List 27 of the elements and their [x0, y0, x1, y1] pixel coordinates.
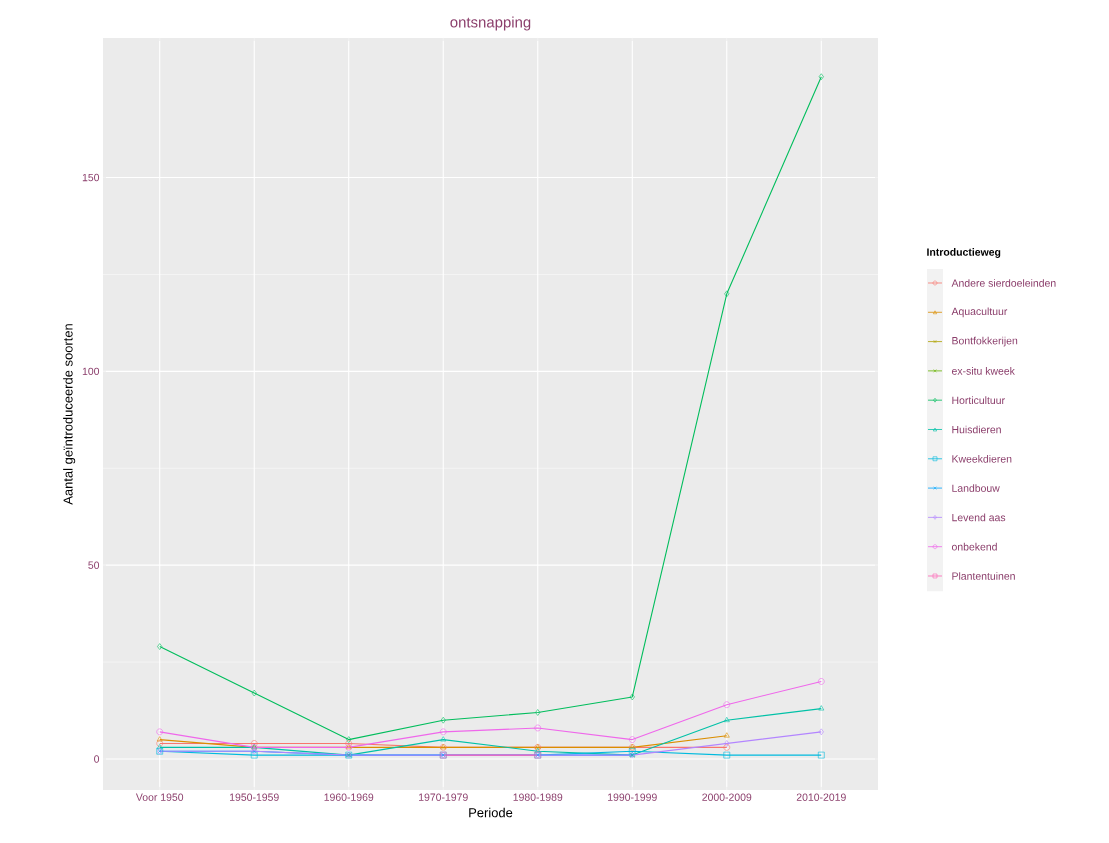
y-tick-label: 100	[82, 367, 100, 376]
x-tick-label: 1950-1959	[230, 793, 279, 801]
legend-label: Kweekdieren	[952, 454, 1012, 463]
legend-label: Bontfokkerijen	[952, 336, 1018, 347]
x-tick-label: 1960-1969	[324, 793, 374, 801]
legend-label: Levend aas	[952, 513, 1006, 522]
x-tick-label: 1970-1979	[419, 793, 468, 801]
legend-label: Huisdieren	[952, 425, 1001, 434]
x-tick-label: 2000-2009	[702, 793, 752, 801]
legend-label: Aquacultuur	[951, 307, 1008, 318]
x-axis-title: Periode	[469, 807, 513, 818]
x-tick-label: 1990-1999	[608, 793, 657, 801]
legend-label: Andere sierdoeleinden	[951, 279, 1056, 287]
legend-label: Plantentuinen	[952, 572, 1015, 580]
chart-title: ontsnapping	[450, 16, 531, 31]
y-tick-label: 150	[82, 173, 100, 182]
legend-label: Landbouw	[952, 484, 1000, 492]
x-tick-label: Voor 1950	[135, 793, 184, 801]
y-tick-label: 0	[94, 755, 100, 763]
y-axis-title: Aantal geïntroduceerde soorten	[63, 324, 76, 505]
x-tick-label: 2010-2019	[796, 793, 846, 801]
legend-label: ex-situ kweek	[951, 367, 1015, 375]
legend-title: Introductieweg	[927, 248, 1001, 258]
x-tick-label: 1980-1989	[513, 793, 563, 801]
legend-label: Horticultuur	[952, 396, 1005, 405]
legend-label: onbekend	[951, 542, 997, 551]
y-tick-label: 50	[88, 561, 100, 569]
